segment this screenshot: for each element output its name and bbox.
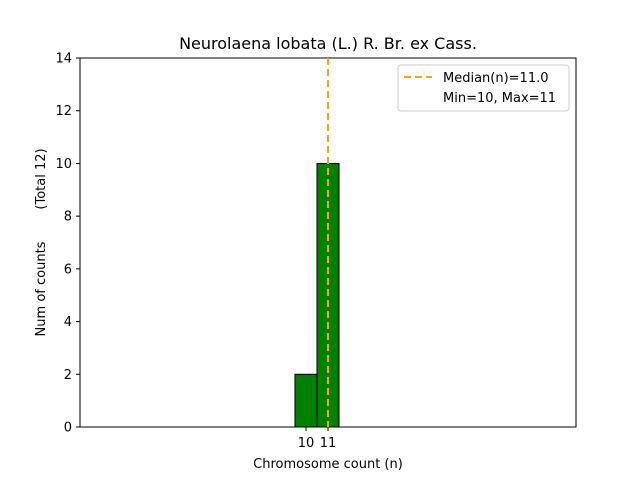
- y-axis-label-total: (Total 12): [34, 148, 49, 209]
- x-tick-label: 11: [320, 436, 337, 451]
- legend: Median(n)=11.0 Min=10, Max=11: [397, 64, 570, 112]
- y-tick-label: 2: [64, 368, 72, 383]
- y-axis-label: Num of counts: [34, 241, 49, 336]
- y-tick-label: 4: [64, 315, 72, 330]
- y-tick-label: 8: [64, 210, 72, 225]
- y-tick-label: 14: [55, 52, 72, 67]
- legend-entry-median: Median(n)=11.0: [443, 71, 549, 86]
- chart-title: Neurolaena lobata (L.) R. Br. ex Cass.: [179, 34, 477, 53]
- x-axis-label: Chromosome count (n): [253, 457, 403, 472]
- legend-box: [397, 64, 570, 112]
- x-tick-label: 10: [298, 436, 315, 451]
- y-tick-label: 12: [55, 104, 72, 119]
- y-tick-label: 6: [64, 262, 72, 277]
- y-tick-label: 10: [55, 157, 72, 172]
- y-tick-label: 0: [64, 421, 72, 436]
- legend-entry-minmax: Min=10, Max=11: [443, 91, 556, 106]
- bar-10: [294, 373, 318, 428]
